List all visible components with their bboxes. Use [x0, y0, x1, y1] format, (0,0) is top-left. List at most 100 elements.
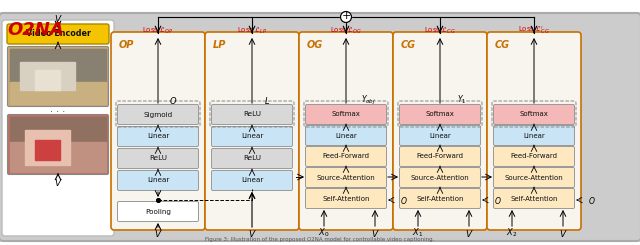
Text: ReLU: ReLU [243, 156, 261, 161]
Text: Figure 3: Illustration of the proposed O2NA model for controllable video caption: Figure 3: Illustration of the proposed O… [205, 237, 435, 242]
Text: Linear: Linear [523, 133, 545, 138]
Bar [25, 130, 70, 165]
Text: $V$: $V$ [248, 228, 257, 238]
Bar [10, 117, 106, 172]
Text: OP: OP [119, 40, 134, 50]
Text: ReLU: ReLU [149, 156, 167, 161]
Text: Loss $\mathcal{L}_{CG}$: Loss $\mathcal{L}_{CG}$ [424, 26, 456, 36]
Text: Self-Attention: Self-Attention [416, 196, 464, 201]
Bar [10, 49, 106, 82]
FancyBboxPatch shape [305, 168, 387, 187]
FancyBboxPatch shape [211, 148, 292, 169]
Text: $O$: $O$ [494, 195, 502, 206]
Text: Source-Attention: Source-Attention [504, 174, 563, 181]
Text: $Y_1$: $Y_1$ [457, 94, 467, 106]
Text: Source-Attention: Source-Attention [411, 174, 469, 181]
Text: Softmax: Softmax [332, 111, 360, 118]
Text: OG: OG [307, 40, 323, 50]
Text: O2NA: O2NA [7, 21, 64, 39]
FancyBboxPatch shape [2, 20, 114, 236]
Bar [10, 82, 106, 104]
FancyBboxPatch shape [493, 125, 575, 146]
FancyBboxPatch shape [211, 126, 292, 147]
Text: Loss $\mathcal{L}^{\prime}_{CG}$: Loss $\mathcal{L}^{\prime}_{CG}$ [518, 25, 550, 37]
FancyBboxPatch shape [205, 32, 299, 230]
Bar [20, 62, 75, 90]
Text: Self-Attention: Self-Attention [323, 196, 370, 201]
FancyBboxPatch shape [399, 168, 481, 187]
Text: Linear: Linear [147, 177, 169, 184]
FancyBboxPatch shape [118, 148, 198, 169]
FancyBboxPatch shape [399, 188, 481, 208]
Text: · · ·: · · · [51, 107, 66, 117]
Text: Feed-Forward: Feed-Forward [511, 154, 557, 159]
FancyBboxPatch shape [393, 32, 487, 230]
Text: $X_0$: $X_0$ [318, 227, 330, 239]
FancyBboxPatch shape [118, 201, 198, 221]
Text: $L$: $L$ [264, 95, 270, 106]
FancyBboxPatch shape [305, 125, 387, 146]
Bar [10, 49, 106, 104]
Circle shape [340, 12, 351, 23]
Text: Source-Attention: Source-Attention [317, 174, 376, 181]
Text: $V$: $V$ [154, 228, 163, 238]
Text: $O$: $O$ [588, 195, 596, 206]
FancyBboxPatch shape [118, 171, 198, 191]
FancyBboxPatch shape [493, 105, 575, 124]
FancyBboxPatch shape [493, 147, 575, 167]
Text: $V$: $V$ [465, 228, 474, 238]
Text: Feed-Forward: Feed-Forward [323, 154, 369, 159]
Text: Sigmoid: Sigmoid [143, 111, 173, 118]
Text: Loss $\mathcal{L}_{OP}$: Loss $\mathcal{L}_{OP}$ [142, 26, 173, 36]
Text: Softmax: Softmax [426, 111, 454, 118]
Text: CG: CG [495, 40, 510, 50]
FancyBboxPatch shape [111, 32, 205, 230]
Text: $V$: $V$ [559, 228, 567, 238]
Text: $Y_{obj}$: $Y_{obj}$ [360, 93, 376, 107]
Text: Video Encoder: Video Encoder [26, 29, 90, 38]
Text: Linear: Linear [429, 133, 451, 138]
FancyBboxPatch shape [8, 47, 109, 107]
FancyBboxPatch shape [493, 168, 575, 187]
FancyBboxPatch shape [399, 147, 481, 167]
FancyBboxPatch shape [299, 32, 393, 230]
Text: CG: CG [401, 40, 416, 50]
FancyBboxPatch shape [487, 32, 581, 230]
Text: $V$: $V$ [371, 228, 380, 238]
Text: +: + [341, 12, 351, 22]
FancyBboxPatch shape [0, 13, 640, 241]
FancyBboxPatch shape [211, 171, 292, 191]
Text: $V$: $V$ [54, 177, 62, 188]
Text: Loss $\mathcal{L}_{LP}$: Loss $\mathcal{L}_{LP}$ [237, 26, 267, 36]
Text: $X_1$: $X_1$ [412, 227, 424, 239]
Text: Loss $\mathcal{L}_{OG}$: Loss $\mathcal{L}_{OG}$ [330, 26, 362, 36]
FancyBboxPatch shape [493, 188, 575, 208]
FancyBboxPatch shape [118, 105, 198, 124]
Text: Linear: Linear [241, 177, 263, 184]
FancyBboxPatch shape [399, 125, 481, 146]
Text: Linear: Linear [241, 134, 263, 139]
Text: Feed-Forward: Feed-Forward [417, 154, 463, 159]
Bar [10, 142, 106, 172]
Text: Self-Attention: Self-Attention [510, 196, 557, 201]
FancyBboxPatch shape [399, 105, 481, 124]
FancyBboxPatch shape [7, 24, 109, 44]
FancyBboxPatch shape [305, 188, 387, 208]
Text: Softmax: Softmax [520, 111, 548, 118]
Bar [35, 70, 60, 90]
Text: LP: LP [213, 40, 227, 50]
Text: Pooling: Pooling [145, 208, 171, 215]
Text: $O$: $O$ [169, 95, 177, 106]
Text: Linear: Linear [335, 133, 357, 138]
Text: $O$: $O$ [400, 195, 408, 206]
Text: Linear: Linear [147, 134, 169, 139]
FancyBboxPatch shape [8, 114, 109, 174]
FancyBboxPatch shape [118, 126, 198, 147]
Text: ReLU: ReLU [243, 111, 261, 118]
FancyBboxPatch shape [305, 105, 387, 124]
Bar [35, 140, 60, 160]
Text: $V$: $V$ [54, 13, 62, 24]
Text: $X_2$: $X_2$ [506, 227, 518, 239]
FancyBboxPatch shape [211, 105, 292, 124]
FancyBboxPatch shape [305, 147, 387, 167]
